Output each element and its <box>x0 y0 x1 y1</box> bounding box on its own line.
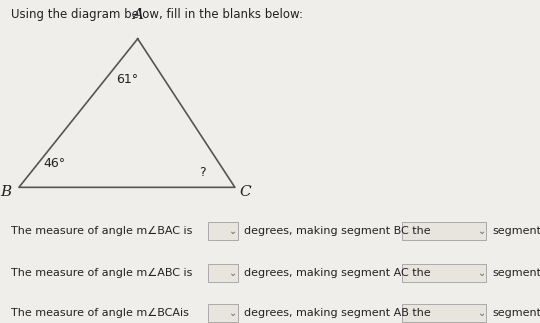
Text: segment.: segment. <box>492 226 540 236</box>
FancyBboxPatch shape <box>208 304 238 322</box>
Text: ⌄: ⌄ <box>477 308 486 318</box>
Text: The measure of angle m∠ABC is: The measure of angle m∠ABC is <box>11 268 192 278</box>
Text: ⌄: ⌄ <box>477 226 486 236</box>
Text: ⌄: ⌄ <box>229 268 238 278</box>
Text: 46°: 46° <box>43 157 65 170</box>
Text: degrees, making segment AC the: degrees, making segment AC the <box>244 268 431 278</box>
Text: ?: ? <box>199 166 206 179</box>
Text: C: C <box>240 185 252 199</box>
Text: Using the diagram below, fill in the blanks below:: Using the diagram below, fill in the bla… <box>11 8 303 21</box>
Text: 61°: 61° <box>116 73 138 86</box>
Text: segment.: segment. <box>492 268 540 278</box>
FancyBboxPatch shape <box>402 264 486 282</box>
FancyBboxPatch shape <box>208 264 238 282</box>
Text: segment.: segment. <box>492 308 540 318</box>
Text: degrees, making segment AB the: degrees, making segment AB the <box>244 308 431 318</box>
Text: The measure of angle m∠BAC is: The measure of angle m∠BAC is <box>11 226 192 236</box>
Text: ⌄: ⌄ <box>229 226 238 236</box>
Text: ⌄: ⌄ <box>229 308 238 318</box>
Text: A: A <box>132 7 143 22</box>
FancyBboxPatch shape <box>402 304 486 322</box>
FancyBboxPatch shape <box>208 222 238 240</box>
Text: B: B <box>0 185 11 199</box>
Text: The measure of angle m∠BCAis: The measure of angle m∠BCAis <box>11 308 188 318</box>
FancyBboxPatch shape <box>402 222 486 240</box>
Text: degrees, making segment BC the: degrees, making segment BC the <box>244 226 431 236</box>
Text: ⌄: ⌄ <box>477 268 486 278</box>
